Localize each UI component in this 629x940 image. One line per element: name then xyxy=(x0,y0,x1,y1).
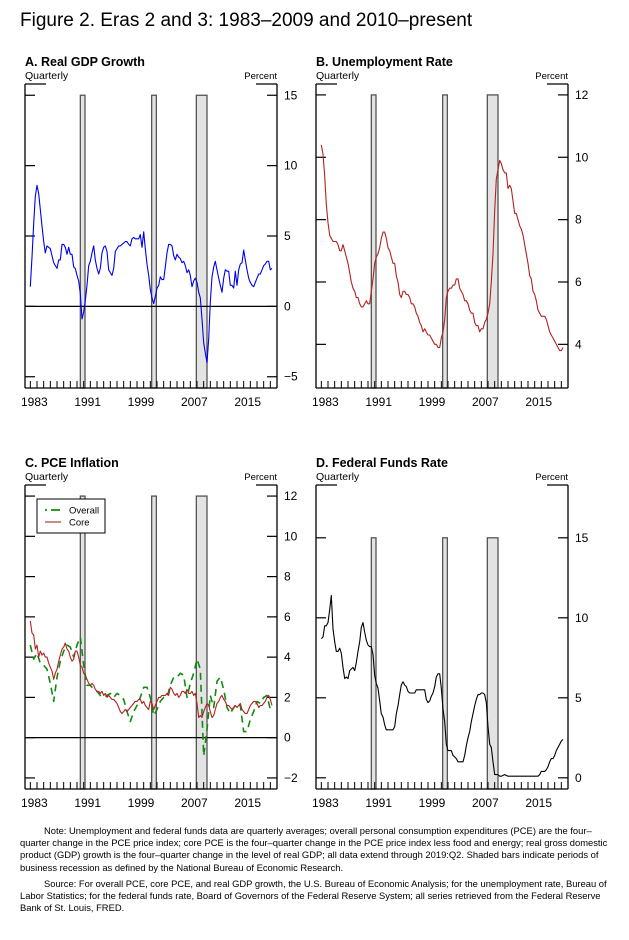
x-tick-label: 2015 xyxy=(234,796,261,810)
series-line-core xyxy=(29,620,273,719)
recession-bar xyxy=(442,94,448,389)
subtitle-frequency: Quarterly xyxy=(316,471,360,483)
y-tick-label: 4 xyxy=(284,650,291,664)
recession-bar xyxy=(79,94,86,389)
x-tick-label: 1999 xyxy=(128,395,155,409)
panel-title: B. Unemployment Rate xyxy=(316,55,453,69)
x-tick-label: 1991 xyxy=(74,395,101,409)
y-tick-label: 6 xyxy=(284,610,291,624)
x-tick-label: 1991 xyxy=(74,796,101,810)
y-tick-label: 12 xyxy=(284,489,298,503)
y-tick-label: 10 xyxy=(575,150,589,164)
x-tick-label: 1991 xyxy=(365,796,392,810)
y-tick-label: 6 xyxy=(575,275,582,289)
recession-bar xyxy=(151,94,157,389)
legend-label: Core xyxy=(69,518,90,529)
recession-bar xyxy=(370,94,377,389)
legend-label: Overall xyxy=(69,506,99,517)
x-tick-label: 1983 xyxy=(312,796,339,810)
y-tick-label: 5 xyxy=(575,691,582,705)
series-line-real-gdp-growth xyxy=(29,184,273,364)
subtitle-frequency: Quarterly xyxy=(316,70,360,82)
subtitle-units: Percent xyxy=(535,71,568,82)
y-tick-label: 0 xyxy=(575,771,582,785)
y-tick-label: 15 xyxy=(575,531,589,545)
x-tick-label: 1983 xyxy=(21,395,48,409)
series-line-federal-funds-rate xyxy=(320,594,564,777)
x-tick-label: 2007 xyxy=(181,395,208,409)
x-tick-label: 2015 xyxy=(525,395,552,409)
recession-bar xyxy=(486,537,499,790)
subtitle-units: Percent xyxy=(244,472,277,483)
recession-bar xyxy=(151,495,157,790)
panel-title: C. PCE Inflation xyxy=(25,456,119,470)
x-tick-label: 1983 xyxy=(312,395,339,409)
x-tick-label: 2007 xyxy=(472,796,499,810)
y-tick-label: 10 xyxy=(575,611,589,625)
subtitle-frequency: Quarterly xyxy=(25,471,69,483)
y-tick-label: 4 xyxy=(575,337,582,351)
source-text: Source: For overall PCE, core PCE, and r… xyxy=(20,877,607,914)
panel-title: A. Real GDP Growth xyxy=(25,55,145,69)
x-tick-label: 2007 xyxy=(181,796,208,810)
y-tick-label: −2 xyxy=(284,771,298,785)
note-text: Note: Unemployment and federal funds dat… xyxy=(20,825,608,873)
y-tick-label: 12 xyxy=(575,88,589,102)
y-tick-label: 2 xyxy=(284,690,291,704)
y-tick-label: 10 xyxy=(284,529,298,543)
y-tick-label: 15 xyxy=(284,88,298,102)
x-tick-label: 2015 xyxy=(525,796,552,810)
y-tick-label: 10 xyxy=(284,159,298,173)
x-tick-label: 1999 xyxy=(128,796,155,810)
x-tick-label: 1983 xyxy=(21,796,48,810)
x-tick-label: 1999 xyxy=(419,796,446,810)
y-tick-label: 0 xyxy=(284,299,291,313)
y-tick-label: 5 xyxy=(284,229,291,243)
legend-box xyxy=(36,498,106,534)
figure-title: Figure 2. Eras 2 and 3: 1983–2009 and 20… xyxy=(20,10,473,31)
panel-title: D. Federal Funds Rate xyxy=(316,456,448,470)
recession-bar xyxy=(195,94,208,389)
recession-bar xyxy=(442,537,448,790)
x-tick-label: 2007 xyxy=(472,395,499,409)
x-tick-label: 1999 xyxy=(419,395,446,409)
subtitle-units: Percent xyxy=(535,472,568,483)
series-line-unemployment-rate xyxy=(320,144,564,352)
y-tick-label: 8 xyxy=(284,570,291,584)
note-paragraph: Note: Unemployment and federal funds dat… xyxy=(20,825,620,874)
y-tick-label: 0 xyxy=(284,731,291,745)
figure-notes: Note: Unemployment and federal funds dat… xyxy=(20,825,620,918)
subtitle-units: Percent xyxy=(244,71,277,82)
x-tick-label: 2015 xyxy=(234,395,261,409)
subtitle-frequency: Quarterly xyxy=(25,70,69,82)
recession-bar xyxy=(486,94,499,389)
x-tick-label: 1991 xyxy=(365,395,392,409)
source-paragraph: Source: For overall PCE, core PCE, and r… xyxy=(20,878,620,915)
y-tick-label: −5 xyxy=(284,370,298,384)
recession-bar xyxy=(195,495,208,790)
y-tick-label: 8 xyxy=(575,213,582,227)
